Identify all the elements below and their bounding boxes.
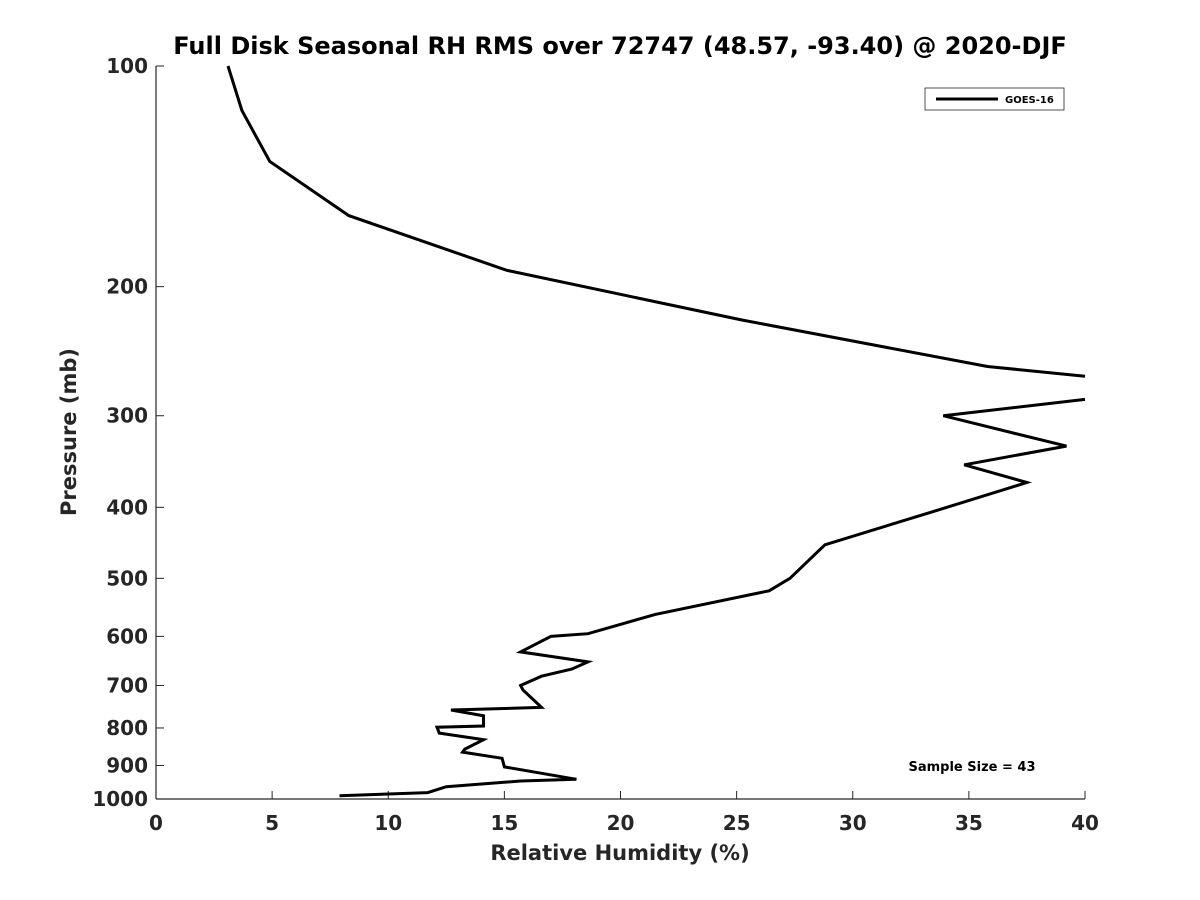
y-tick-label: 1000: [92, 787, 148, 811]
y-axis-ticks: 100 200 300 400 500 600 700 800 900 1000: [92, 54, 164, 811]
x-tick-label: 10: [374, 811, 402, 835]
sample-size-annotation: Sample Size = 43: [908, 760, 1035, 775]
x-tick-label: 25: [723, 811, 751, 835]
legend: GOES-16: [924, 87, 1065, 111]
y-axis-label: Pressure (mb): [57, 348, 81, 516]
y-tick-label: 900: [106, 753, 148, 777]
y-tick-label: 100: [106, 54, 148, 78]
x-tick-label: 40: [1071, 811, 1099, 835]
chart-title: Full Disk Seasonal RH RMS over 72747 (48…: [173, 32, 1067, 60]
x-tick-label: 5: [265, 811, 279, 835]
series-group: [226, 65, 1086, 798]
y-tick-label: 500: [106, 566, 148, 590]
x-axis-label: Relative Humidity (%): [490, 841, 749, 865]
x-tick-label: 15: [490, 811, 518, 835]
x-tick-label: 35: [955, 811, 983, 835]
y-tick-label: 300: [106, 404, 148, 428]
series-line-goes-16: [339, 397, 1086, 798]
y-tick-label: 600: [106, 624, 148, 648]
x-tick-label: 30: [839, 811, 867, 835]
x-tick-label: 20: [607, 811, 635, 835]
legend-label-goes-16: GOES-16: [1005, 95, 1054, 106]
y-tick-label: 400: [106, 495, 148, 519]
x-axis-ticks: 0 5 10 15 20 25 30 35 40: [149, 791, 1099, 835]
series-line-goes-16: [226, 65, 1086, 378]
y-tick-label: 200: [106, 275, 148, 299]
x-tick-label: 0: [149, 811, 163, 835]
y-tick-label: 800: [106, 716, 148, 740]
y-tick-label: 700: [106, 673, 148, 697]
